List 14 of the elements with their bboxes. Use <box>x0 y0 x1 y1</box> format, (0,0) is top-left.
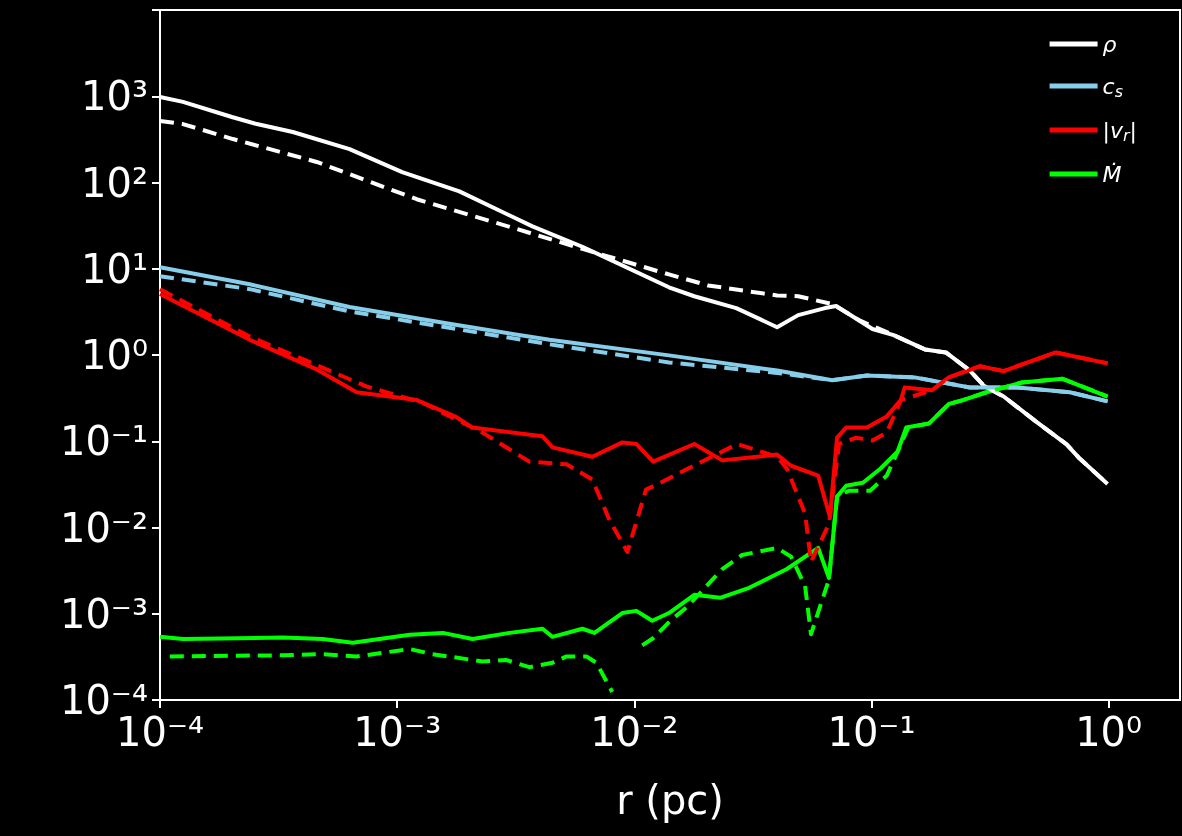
x-tick-label: 10⁰ <box>1075 709 1143 755</box>
y-tick-label: 10² <box>81 159 148 206</box>
y-tick-label: 10⁰ <box>81 332 148 378</box>
y-tick-label: 10⁻² <box>59 504 148 551</box>
x-tick-label: 10⁻¹ <box>827 709 916 755</box>
legend-label: Ṁ <box>1102 161 1122 187</box>
y-tick-label: 10⁻¹ <box>59 418 148 465</box>
y-tick-label: 10¹ <box>81 245 148 292</box>
legend-label: ρ <box>1102 31 1117 57</box>
x-tick-label: 10⁻³ <box>353 709 442 755</box>
x-tick-label: 10⁻² <box>590 709 679 755</box>
y-tick-label: 10³ <box>81 73 148 120</box>
x-axis-title: r (pc) <box>616 777 724 823</box>
y-tick-label: 10⁻³ <box>59 590 148 637</box>
